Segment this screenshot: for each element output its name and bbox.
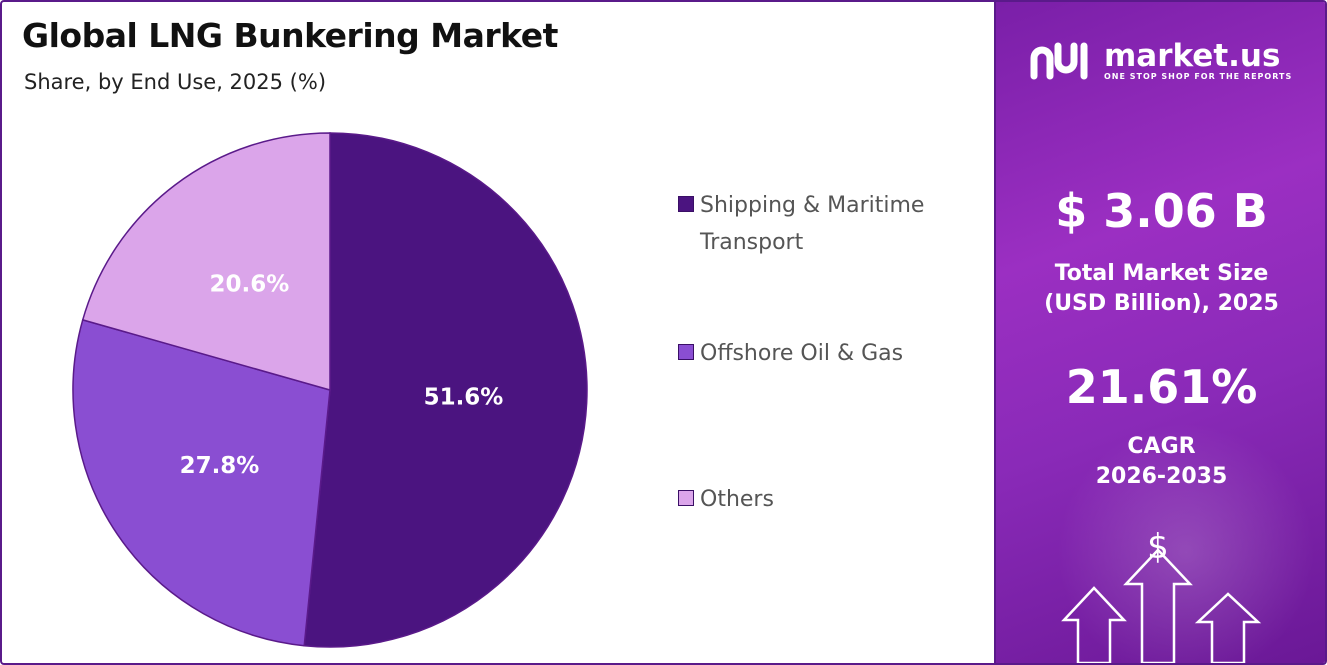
legend-label-offshore: Offshore Oil & Gas: [700, 341, 904, 366]
legend-item-offshore: Offshore Oil & Gas: [678, 335, 970, 372]
brand-logo: market.us ONE STOP SHOP FOR THE REPORTS: [1028, 38, 1292, 82]
legend-item-others: Others: [678, 481, 970, 518]
market-size-label-line2: (USD Billion), 2025: [1044, 291, 1279, 316]
pie-slice-shipping: [303, 132, 588, 648]
pie-slice-offshore: [72, 318, 331, 647]
legend-item-shipping: Shipping & Maritime Transport: [678, 187, 970, 261]
summary-panel: market.us ONE STOP SHOP FOR THE REPORTS …: [994, 2, 1325, 663]
market-size-value: $ 3.06 B: [1055, 184, 1268, 238]
chart-area: Global LNG Bunkering Market Share, by En…: [2, 2, 992, 663]
legend-swatch-shipping: [678, 196, 694, 212]
chart-title: Global LNG Bunkering Market: [22, 16, 558, 55]
chart-subtitle: Share, by End Use, 2025 (%): [24, 70, 327, 94]
brand-name: market.us: [1104, 37, 1281, 74]
pie-label-others: 20.6%: [210, 271, 290, 297]
brand-tagline: ONE STOP SHOP FOR THE REPORTS: [1104, 71, 1293, 81]
legend-swatch-offshore: [678, 344, 694, 360]
legend-label-shipping: Shipping & Maritime Transport: [700, 193, 925, 255]
pie-chart: 51.6% 27.8% 20.6%: [72, 132, 588, 648]
pie-label-shipping: 51.6%: [424, 385, 504, 411]
panel-glow: [1056, 422, 1316, 663]
cagr-label: CAGR: [1127, 434, 1196, 459]
pie-label-offshore: 27.8%: [180, 453, 260, 479]
legend-swatch-others: [678, 490, 694, 506]
svg-text:$: $: [1147, 527, 1169, 567]
cagr-value: 21.61%: [1065, 360, 1258, 414]
pie-slice-others: [81, 132, 331, 391]
market-us-logo-icon: [1030, 42, 1088, 80]
legend-label-others: Others: [700, 487, 774, 512]
market-size-label-line1: Total Market Size: [1054, 261, 1269, 286]
cagr-period: 2026-2035: [1095, 464, 1228, 489]
dollar-growth-arrows-icon: $: [1061, 527, 1262, 663]
